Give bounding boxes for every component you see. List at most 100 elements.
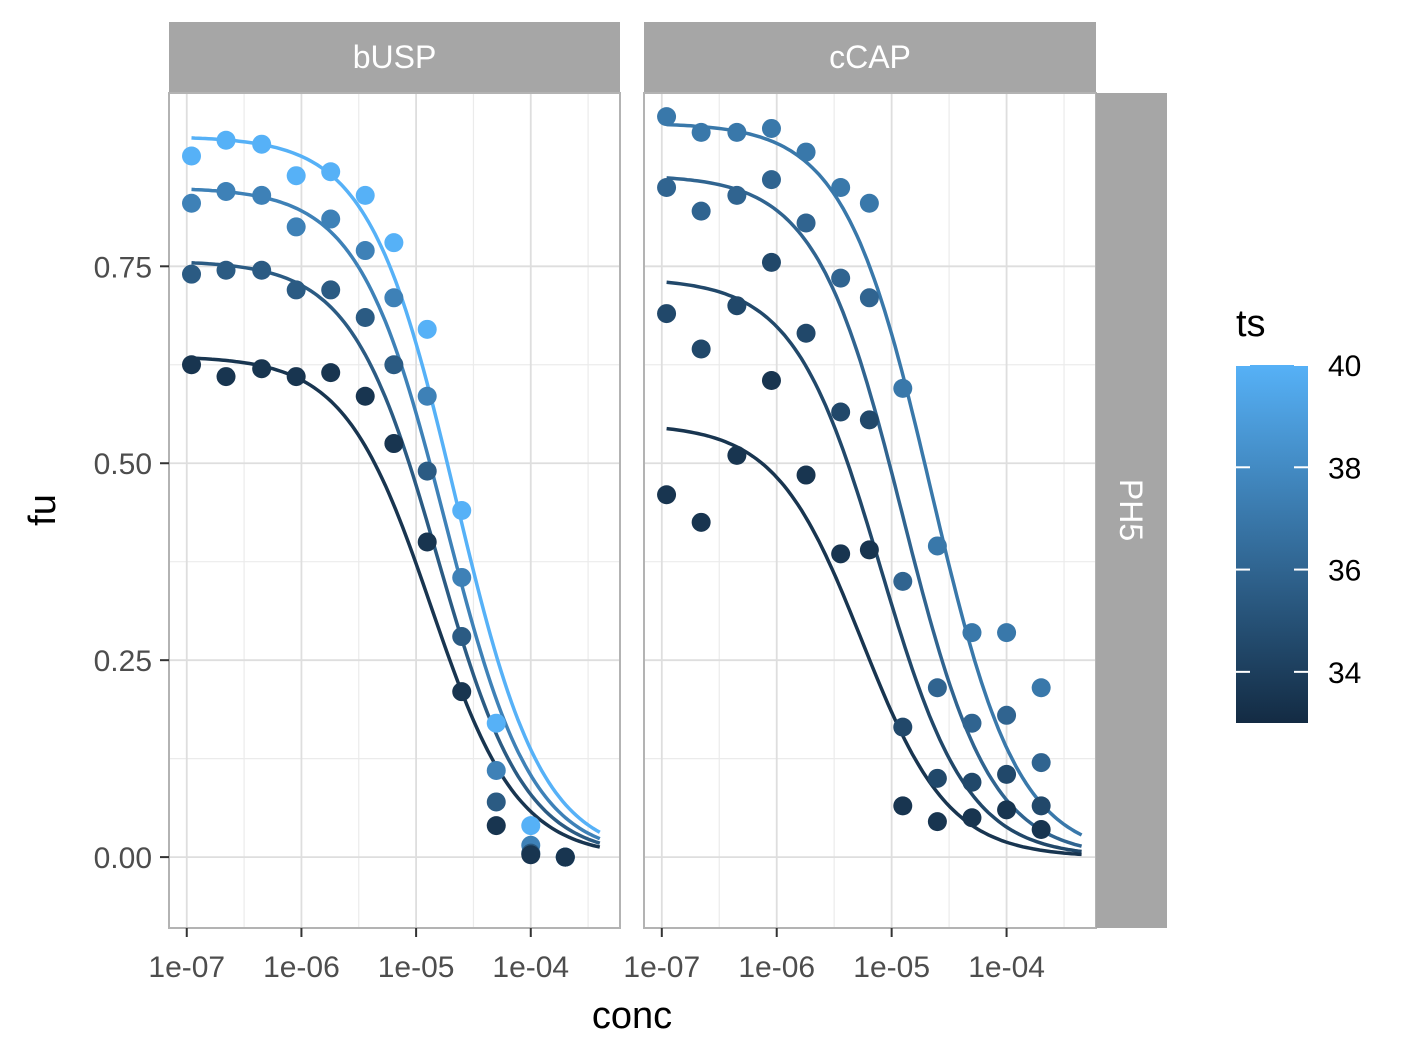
x-tick-label: 1e-06	[263, 951, 340, 984]
legend-colorbar	[1236, 365, 1308, 723]
data-point	[555, 847, 575, 867]
data-point	[216, 367, 236, 387]
data-point	[657, 178, 677, 198]
data-point	[831, 544, 851, 564]
data-point	[252, 185, 272, 205]
data-point	[252, 359, 272, 379]
data-point	[486, 760, 506, 780]
data-point	[486, 792, 506, 812]
data-point	[962, 713, 982, 733]
legend-label: 34	[1328, 657, 1361, 690]
data-point	[321, 162, 341, 182]
data-point	[831, 178, 851, 198]
legend-label: 36	[1328, 555, 1361, 588]
data-point	[355, 241, 375, 261]
data-point	[182, 193, 202, 213]
data-point	[796, 213, 816, 233]
data-point	[384, 288, 404, 308]
strip-label-busp: bUSP	[353, 39, 437, 75]
data-point	[521, 816, 541, 836]
data-point	[452, 682, 472, 702]
data-point	[216, 260, 236, 280]
data-point	[761, 252, 781, 272]
data-point	[727, 296, 747, 316]
x-tick-label: 1e-04	[492, 951, 569, 984]
row-strip-ph5	[1096, 93, 1167, 928]
data-point	[252, 134, 272, 154]
data-point	[355, 308, 375, 328]
data-point	[182, 146, 202, 166]
panel-busp: bUSP	[168, 22, 621, 929]
legend: ts 34 36 38 40	[1236, 303, 1361, 723]
data-point	[286, 217, 306, 237]
data-point	[417, 461, 437, 481]
data-point	[521, 845, 541, 865]
data-point	[761, 170, 781, 190]
x-tick-label: 1e-04	[968, 951, 1045, 984]
data-point	[417, 319, 437, 339]
data-point	[796, 142, 816, 162]
y-tick-label: 0.25	[94, 645, 152, 678]
data-point	[727, 185, 747, 205]
data-point	[859, 288, 879, 308]
legend-label: 38	[1328, 452, 1361, 485]
data-point	[831, 268, 851, 288]
strip-ccap	[644, 22, 1096, 93]
data-point	[216, 181, 236, 201]
data-point	[927, 678, 947, 698]
x-axis-ccap: 1e-07 1e-06 1e-05 1e-04	[623, 928, 1045, 984]
data-point	[182, 264, 202, 284]
data-point	[761, 371, 781, 391]
panel-border-busp	[168, 92, 621, 929]
data-point	[657, 485, 677, 505]
data-point	[761, 118, 781, 138]
data-point	[859, 410, 879, 430]
data-point	[893, 571, 913, 591]
data-point	[486, 713, 506, 733]
data-point	[927, 812, 947, 832]
data-point	[486, 816, 506, 836]
data-point	[831, 402, 851, 422]
data-point	[321, 363, 341, 383]
data-point	[796, 323, 816, 343]
row-strip-label: PH5	[1113, 479, 1149, 541]
gridlines-ccap	[644, 93, 1096, 928]
data-point	[252, 260, 272, 280]
data-point	[182, 355, 202, 375]
strip-label-ccap: cCAP	[829, 39, 911, 75]
data-point	[997, 623, 1017, 643]
data-point	[321, 209, 341, 229]
data-point	[927, 536, 947, 556]
y-tick-label: 0.50	[94, 448, 152, 481]
data-point	[691, 122, 711, 142]
data-points-ccap	[657, 107, 1051, 840]
data-point	[384, 233, 404, 253]
data-point	[321, 280, 341, 300]
data-points-busp	[182, 130, 575, 867]
x-tick-label: 1e-07	[148, 951, 225, 984]
data-point	[1031, 820, 1051, 840]
data-point	[997, 764, 1017, 784]
data-point	[286, 166, 306, 186]
x-tick-label: 1e-06	[738, 951, 815, 984]
data-point	[286, 280, 306, 300]
data-point	[691, 512, 711, 532]
data-point	[1031, 796, 1051, 816]
data-point	[727, 122, 747, 142]
data-point	[286, 367, 306, 387]
y-tick-label: 0.75	[94, 251, 152, 284]
data-point	[997, 705, 1017, 725]
x-tick-label: 1e-05	[378, 951, 455, 984]
data-point	[452, 567, 472, 587]
data-point	[417, 532, 437, 552]
data-point	[997, 800, 1017, 820]
data-point	[691, 201, 711, 221]
data-point	[452, 627, 472, 647]
data-point	[962, 772, 982, 792]
panel-ccap: cCAP	[643, 22, 1097, 929]
strip-busp	[169, 22, 620, 93]
data-point	[893, 796, 913, 816]
data-point	[859, 540, 879, 560]
legend-ticks: 34 36 38 40	[1236, 350, 1361, 690]
